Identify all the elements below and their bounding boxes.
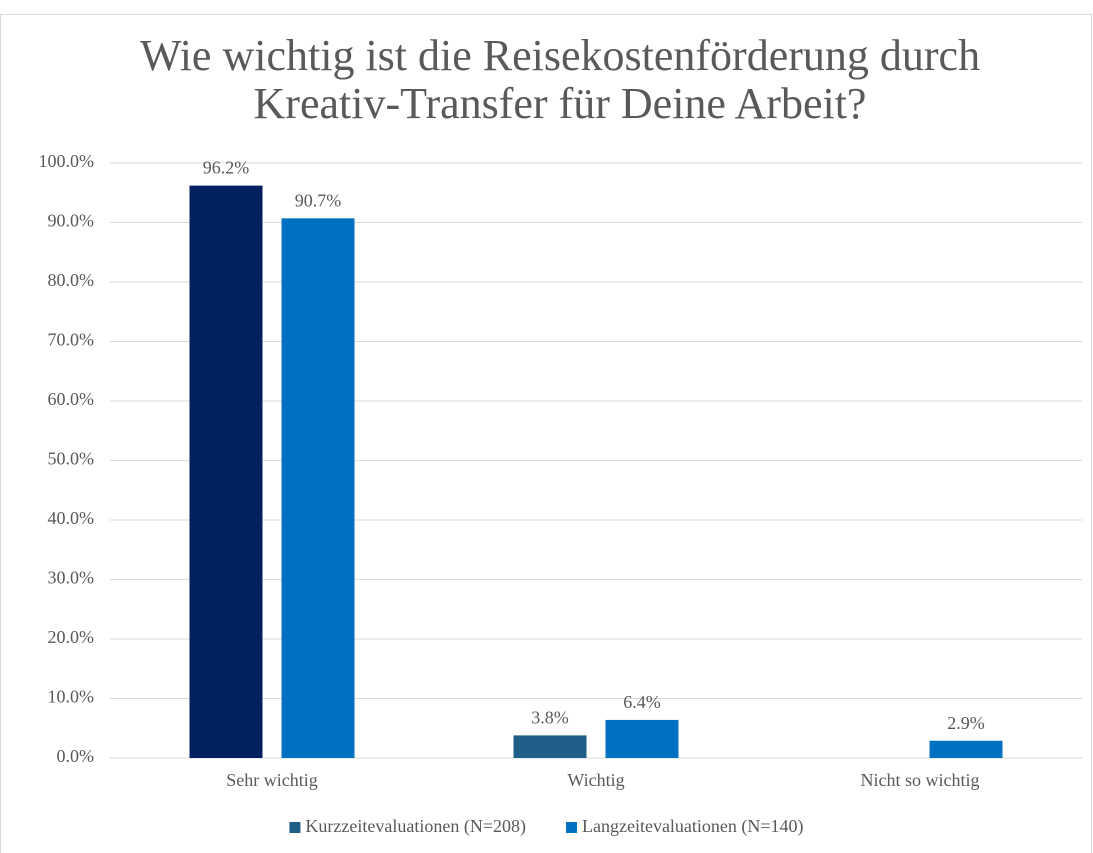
y-tick-label: 30.0%: [48, 568, 95, 588]
legend-label: Kurzzeitevaluationen (N=208): [305, 816, 526, 837]
bar: [929, 740, 1003, 758]
bar: [281, 218, 355, 758]
bar: [189, 185, 263, 759]
y-tick-label: 40.0%: [48, 508, 95, 528]
y-tick-label: 80.0%: [48, 270, 95, 290]
y-tick-label: 70.0%: [48, 330, 95, 350]
bar: [513, 735, 587, 758]
legend-label: Langzeitevaluationen (N=140): [582, 816, 804, 837]
data-label: 96.2%: [203, 158, 250, 178]
data-label: 6.4%: [623, 692, 661, 712]
y-tick-label: 0.0%: [57, 746, 95, 766]
y-tick-label: 10.0%: [48, 687, 95, 707]
chart-border: [0, 14, 1092, 853]
x-tick-label: Nicht so wichtig: [861, 770, 980, 790]
data-label: 2.9%: [947, 713, 985, 733]
data-label: 90.7%: [295, 190, 342, 210]
legend-swatch: [565, 822, 577, 833]
y-tick-label: 60.0%: [48, 389, 95, 409]
y-tick-label: 20.0%: [48, 627, 95, 647]
data-label: 3.8%: [531, 708, 569, 728]
y-tick-label: 100.0%: [39, 151, 95, 171]
chart-title: Kreativ-Transfer für Deine Arbeit?: [254, 79, 867, 128]
y-tick-label: 50.0%: [48, 449, 95, 469]
chart-title: Wie wichtig ist die Reisekostenförderung…: [140, 31, 980, 80]
bar: [605, 719, 679, 758]
x-tick-label: Wichtig: [567, 770, 624, 790]
x-tick-label: Sehr wichtig: [226, 770, 318, 790]
y-tick-label: 90.0%: [48, 211, 95, 231]
legend-swatch: [289, 822, 301, 833]
